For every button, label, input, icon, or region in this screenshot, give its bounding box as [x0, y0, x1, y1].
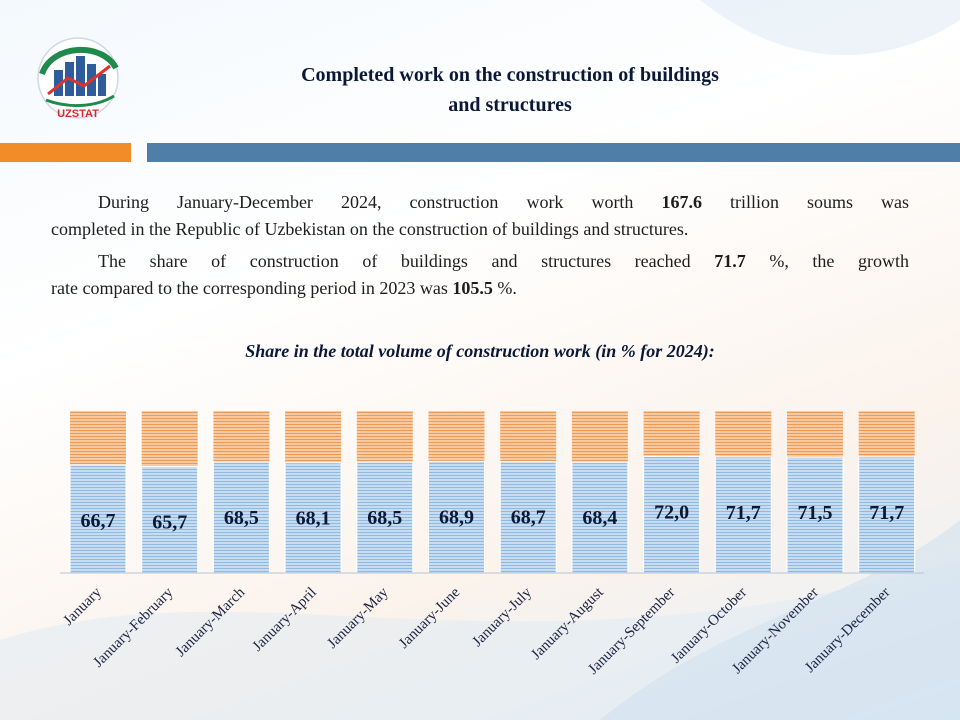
bar-value-label-1: 65,7: [152, 512, 187, 534]
x-tick-label-2: January-March: [173, 584, 249, 660]
p1-text-d: completed in the Republic of Uzbekistan …: [51, 219, 689, 239]
bar-rest-1: [141, 411, 198, 467]
bar-rest-0: [70, 411, 126, 465]
bar-rest-11: [858, 411, 915, 457]
paragraph-2: The share of construction of buildings a…: [51, 248, 909, 275]
x-tick-label-3: January-April: [250, 585, 320, 655]
x-tick-label-5: January-June: [396, 584, 464, 652]
bar-share-5: [428, 460, 485, 574]
bar-rest-7: [571, 411, 628, 463]
bar-share-1: [141, 466, 199, 574]
bar-share-10: [786, 456, 844, 574]
bar-value-label-9: 71,7: [726, 502, 761, 524]
p2-value-share: 71.7: [714, 251, 746, 271]
title-line-2: and structures: [448, 94, 572, 116]
bar-rest-8: [643, 411, 700, 457]
bar-share-6: [499, 461, 557, 574]
bar-rest-4: [356, 411, 413, 463]
bar-share-0: [69, 464, 127, 574]
p2-text-c: %, the growth: [745, 251, 910, 271]
bar-value-label-10: 71,5: [798, 502, 833, 524]
p2-value-growth: 105.5: [452, 278, 493, 298]
page-title: Completed work on the construction of bu…: [180, 60, 840, 120]
bar-rest-3: [285, 411, 342, 463]
bar-value-label-8: 72,0: [654, 501, 689, 523]
bar-rest-5: [428, 411, 485, 462]
uzstat-logo: UZSTAT: [32, 36, 124, 126]
x-tick-label-6: January-July: [470, 584, 536, 650]
p2-text-a: The share of construction of buildings a…: [98, 251, 715, 271]
chart-title: Share in the total volume of constructio…: [245, 341, 715, 361]
bar-rest-9: [715, 411, 772, 457]
title-line-1: Completed work on the construction of bu…: [301, 64, 719, 86]
blue-divider: [147, 143, 960, 162]
bar-share-7: [571, 461, 629, 574]
orange-divider: [0, 143, 131, 162]
p2-text-d: rate compared to the corresponding perio…: [51, 278, 453, 298]
p2-text-f: %.: [492, 278, 517, 298]
bar-value-label-3: 68,1: [296, 508, 331, 530]
bar-rest-2: [213, 411, 270, 463]
bar-value-label-7: 68,4: [582, 507, 617, 529]
paragraph-1-line-2: completed in the Republic of Uzbekistan …: [51, 216, 909, 243]
bar-value-label-6: 68,7: [511, 507, 546, 529]
bar-share-11: [858, 456, 916, 574]
p1-text-a: During January-December 2024, constructi…: [98, 192, 662, 212]
stacked-bar-chart: 66,7 65,7 68,5 68,1 68,5 68,9 68,7 68,4 72,0 71,7…: [60, 411, 924, 678]
bar-value-label-5: 68,9: [439, 506, 474, 528]
bar-value-label-11: 71,7: [869, 502, 904, 524]
x-tick-label-0: January: [61, 584, 106, 629]
x-tick-label-7: January-August: [528, 584, 607, 663]
bar-rest-6: [500, 411, 557, 462]
paragraph-1: During January-December 2024, constructi…: [51, 189, 909, 216]
paragraph-2-line-2: rate compared to the corresponding perio…: [51, 275, 909, 302]
bar-value-label-4: 68,5: [367, 507, 402, 529]
bar-value-label-0: 66,7: [81, 510, 116, 532]
bar-value-label-2: 68,5: [224, 507, 259, 529]
p1-text-c: trillion soums was: [701, 192, 909, 212]
x-tick-label-9: January-October: [668, 585, 750, 667]
bar-share-8: [643, 455, 701, 574]
p1-value-volume: 167.6: [661, 192, 702, 212]
x-tick-label-4: January-May: [324, 584, 392, 652]
logo-text: UZSTAT: [57, 108, 99, 120]
bar-rest-10: [787, 411, 843, 458]
